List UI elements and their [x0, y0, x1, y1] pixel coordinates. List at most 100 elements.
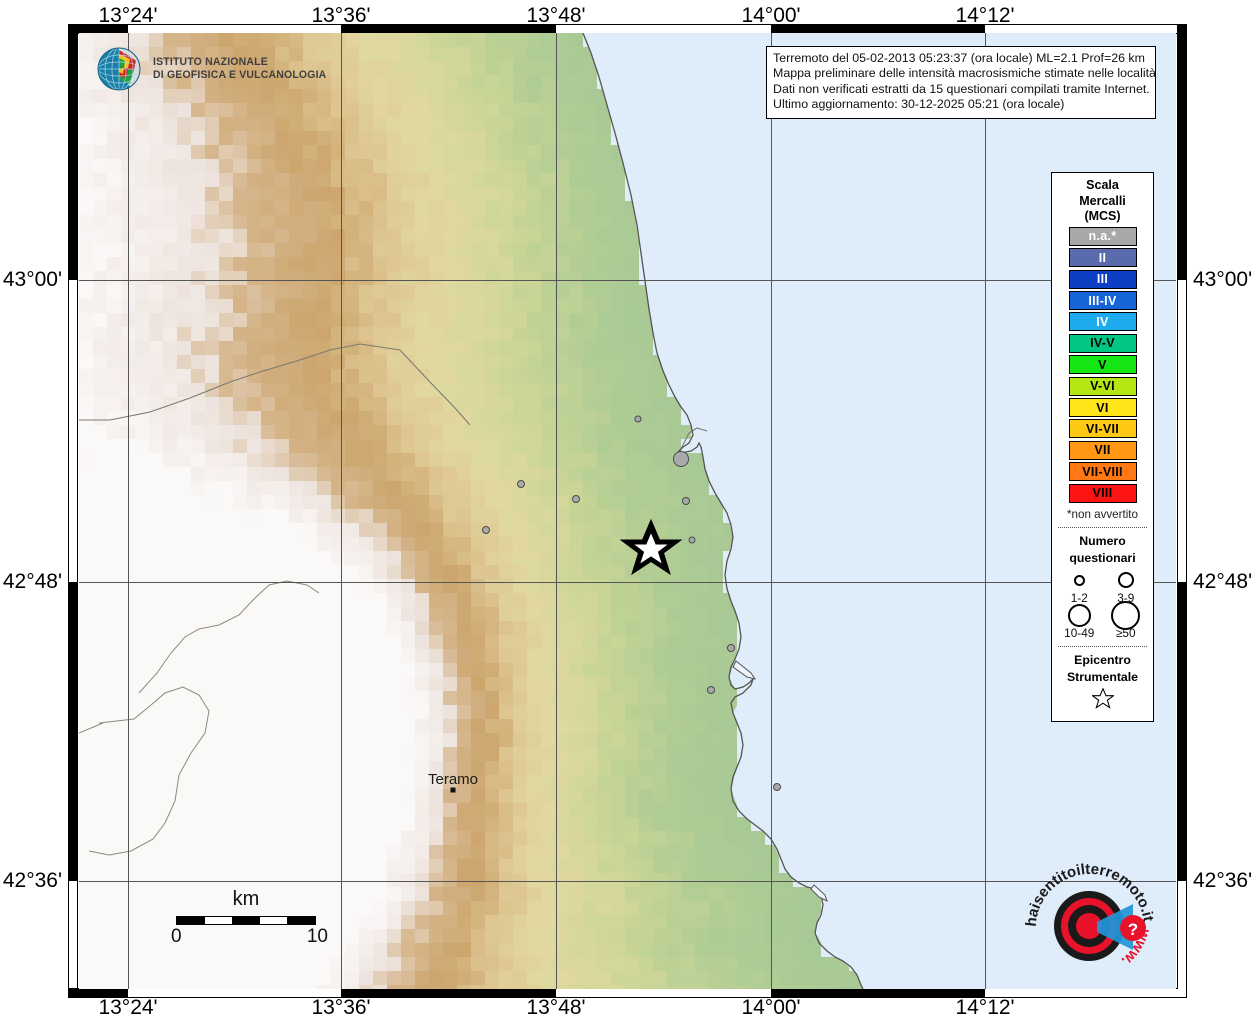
city-label-teramo: Teramo — [427, 771, 479, 788]
lon-tick-label-bot: 13°24' — [98, 996, 158, 1019]
questionnaire-point[interactable] — [682, 497, 690, 505]
legend-swatch-n-a-: n.a.* — [1068, 226, 1137, 246]
lat-tick-label-right: 42°48' — [1193, 570, 1253, 593]
frame-tick — [1177, 33, 1178, 989]
legend-swatch-ii: II — [1068, 248, 1137, 268]
questionnaire-key-label: 1-2 — [1070, 590, 1088, 605]
haisentitoilterremoto-watermark-logo[interactable]: ? haisentitoilterremoto.it www. — [1022, 862, 1157, 987]
lat-tick-label-right: 43°00' — [1193, 268, 1253, 291]
questionnaire-point[interactable] — [673, 451, 689, 467]
legend-swatch-label: V — [1098, 357, 1107, 372]
graticule-meridian — [128, 33, 129, 989]
frame-tick — [69, 25, 78, 997]
questionnaire-point[interactable] — [727, 644, 735, 652]
legend-panel: Scala Mercalli (MCS) n.a.* II III III-IV IV I… — [1051, 172, 1154, 722]
legend-swatch-vi-vii: VI-VII — [1068, 419, 1137, 439]
questionnaire-key-circle — [1117, 571, 1134, 590]
info-line-1: Terremoto del 05-02-2013 05:23:37 (ora l… — [773, 51, 1145, 65]
questionnaire-point[interactable] — [482, 526, 490, 534]
questionnaire-key-label: 10-49 — [1064, 625, 1095, 640]
ingv-logo: ISTITUTO NAZIONALE DI GEOFISICA E VULCAN… — [94, 44, 342, 94]
frame-tick — [69, 25, 78, 280]
frame-tick — [771, 988, 985, 997]
frame-tick — [771, 25, 985, 34]
questionnaire-point[interactable] — [773, 783, 781, 791]
questionnaire-title-line-2: questionari — [1069, 550, 1136, 565]
legend-swatch-label: VII-VIII — [1082, 464, 1123, 479]
svg-text:?: ? — [1128, 920, 1138, 939]
legend-swatch-label: IV — [1096, 314, 1109, 329]
questionnaire-point[interactable] — [572, 495, 580, 503]
questionnaire-title-line-1: Numero — [1079, 533, 1126, 548]
frame-tick — [1177, 582, 1186, 881]
star-icon — [1090, 686, 1115, 709]
frame-tick — [1177, 25, 1186, 280]
lat-tick-label-left: 42°48' — [2, 570, 62, 593]
scale-bar: km 0 10 — [171, 888, 328, 948]
lon-tick-label-top: 14°00' — [741, 4, 801, 27]
questionnaire-point[interactable] — [634, 415, 642, 423]
scale-max-label: 10 — [306, 926, 328, 947]
scale-unit-label: km — [232, 888, 260, 910]
graticule-parallel — [79, 881, 1176, 882]
graticule-meridian — [341, 33, 342, 989]
frame-tick — [69, 988, 1186, 997]
terrain-raster — [79, 33, 1176, 989]
epicenter-title-line-2: Strumentale — [1066, 669, 1139, 684]
lon-tick-label-bot: 13°48' — [526, 996, 586, 1019]
lon-tick-label-top: 13°48' — [526, 4, 586, 27]
legend-swatch-vii-viii: VII-VIII — [1068, 462, 1137, 482]
lat-tick-label-left: 43°00' — [2, 268, 62, 291]
frame-tick — [1177, 25, 1186, 997]
ingv-line-2: DI GEOFISICA E VULCANOLOGIA — [153, 69, 327, 81]
questionnaire-point[interactable] — [517, 480, 525, 488]
legend-swatch-iv-v: IV-V — [1068, 333, 1137, 353]
frame-tick — [69, 582, 78, 881]
info-line-4: Ultimo aggiornamento: 30-12-2025 05:21 (… — [773, 97, 1065, 112]
event-info-box: Terremoto del 05-02-2013 05:23:37 (ora l… — [766, 46, 1156, 119]
city-marker-teramo — [450, 787, 456, 793]
frame-tick — [69, 25, 1186, 34]
legend-swatch-iii-iv: III-IV — [1068, 291, 1137, 311]
frame-tick — [69, 25, 128, 34]
epicenter-legend-icon-wrap — [1056, 686, 1149, 714]
coastline-and-borders — [79, 33, 864, 989]
legend-swatch-iv: IV — [1068, 312, 1137, 332]
lat-tick-label-left: 42°36' — [2, 869, 62, 892]
legend-swatch-label: III-IV — [1088, 293, 1117, 308]
frame-tick — [77, 33, 78, 989]
legend-swatch-label: V-VI — [1090, 379, 1115, 394]
legend-swatch-label: IV-V — [1090, 336, 1115, 351]
questionnaire-key-circle — [1111, 600, 1141, 630]
questionnaire-key-label: ≥50 — [1115, 625, 1136, 640]
graticule-meridian — [985, 33, 986, 989]
lon-tick-label-top: 14°12' — [955, 4, 1015, 27]
graticule-meridian — [556, 33, 557, 989]
legend-swatch-label: VII — [1094, 443, 1111, 458]
legend-swatch-iii: III — [1068, 269, 1137, 289]
frame-tick — [69, 988, 128, 997]
ingv-globe-icon — [97, 47, 141, 91]
legend-footnote: *non avvertito — [1067, 507, 1138, 521]
ingv-line-1: ISTITUTO NAZIONALE — [153, 55, 268, 68]
legend-swatch-label: VI-VII — [1085, 421, 1120, 436]
map-canvas[interactable]: Teramo — [79, 33, 1176, 989]
legend-title-line-2: Mercalli — [1079, 193, 1126, 208]
questionnaire-point[interactable] — [688, 536, 696, 544]
questionnaire-point[interactable] — [707, 686, 715, 694]
legend-swatch-label: VIII — [1092, 486, 1113, 501]
lon-tick-label-bot: 14°12' — [955, 996, 1015, 1019]
legend-swatch-viii: VIII — [1068, 483, 1137, 503]
legend-title-line-1: Scala — [1086, 178, 1119, 192]
info-line-3: Dati non verificati estratti da 15 quest… — [773, 81, 1150, 96]
epicenter-title-line-1: Epicentro — [1074, 652, 1131, 667]
lat-tick-label-right: 42°36' — [1193, 869, 1253, 892]
frame-tick — [341, 988, 556, 997]
frame-tick — [341, 25, 556, 34]
legend-swatch-vii: VII — [1068, 440, 1137, 460]
legend-swatch-vi: VI — [1068, 398, 1137, 418]
legend-divider-1 — [1058, 526, 1147, 528]
questionnaire-key-circle — [1073, 571, 1085, 590]
lon-tick-label-top: 13°36' — [311, 4, 371, 27]
